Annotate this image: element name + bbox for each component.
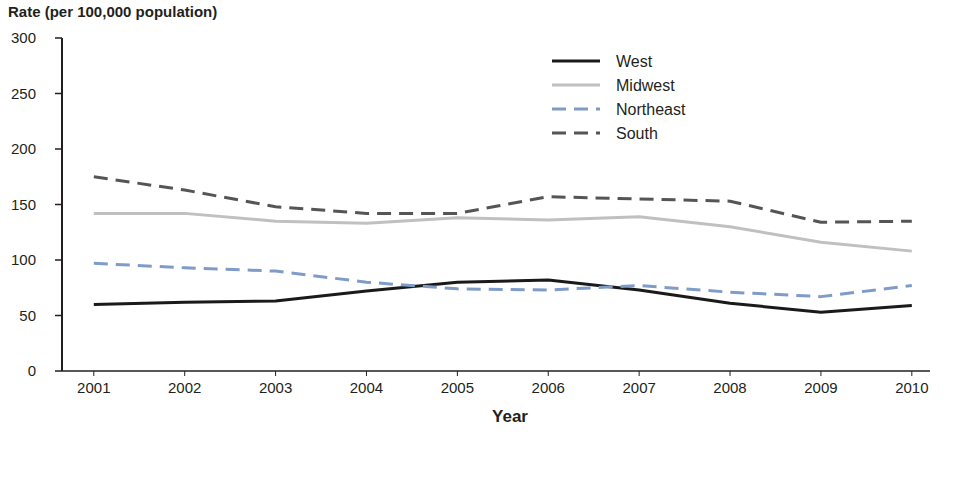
legend-swatch <box>552 108 600 111</box>
series-line <box>94 263 912 296</box>
legend-swatch <box>552 132 600 135</box>
y-tick <box>55 204 62 206</box>
legend-label: Northeast <box>616 101 686 118</box>
y-tick <box>55 93 62 95</box>
x-axis-line <box>62 370 930 372</box>
x-tick-label: 2009 <box>804 379 837 396</box>
series-line <box>94 280 912 312</box>
legend-label: West <box>616 53 653 70</box>
x-tick <box>820 371 821 376</box>
legend: West Midwest Northeast South <box>552 53 686 142</box>
x-tick-label: 2005 <box>441 379 474 396</box>
x-tick <box>911 371 912 376</box>
x-tick-label: 2001 <box>77 379 110 396</box>
x-tick-label: 2002 <box>168 379 201 396</box>
x-tick <box>275 371 276 376</box>
x-tick-label: 2007 <box>622 379 655 396</box>
y-tick <box>55 259 62 261</box>
y-tick <box>55 370 62 372</box>
legend-label: Midwest <box>616 77 675 94</box>
x-axis-label: Year <box>492 407 528 426</box>
y-tick <box>55 315 62 317</box>
y-tick <box>55 148 62 150</box>
y-tick <box>55 37 62 39</box>
x-tick <box>366 371 367 376</box>
x-tick <box>548 371 549 376</box>
x-tick-label: 2008 <box>713 379 746 396</box>
x-tick-label: 2004 <box>350 379 383 396</box>
y-tick-label: 250 <box>11 85 36 102</box>
x-tick-label: 2010 <box>895 379 928 396</box>
chart: Rate (per 100,000 population) 0 50 100 150 20… <box>0 0 960 489</box>
series-line <box>94 213 912 251</box>
series-group <box>94 177 912 312</box>
legend-swatch <box>552 60 600 63</box>
y-tick-label: 0 <box>28 362 36 379</box>
y-tick-label: 150 <box>11 196 36 213</box>
x-tick <box>184 371 185 376</box>
x-tick <box>457 371 458 376</box>
legend-label: South <box>616 125 658 142</box>
y-tick-label: 200 <box>11 140 36 157</box>
y-tick-label: 100 <box>11 251 36 268</box>
x-tick-label: 2003 <box>259 379 292 396</box>
series-line <box>94 177 912 223</box>
legend-swatch <box>552 84 600 87</box>
y-tick-label: 50 <box>19 307 36 324</box>
y-axis-label: Rate (per 100,000 population) <box>8 3 217 20</box>
y-tick-label: 300 <box>11 29 36 46</box>
x-tick <box>730 371 731 376</box>
x-tick <box>93 371 94 376</box>
x-tick <box>639 371 640 376</box>
x-tick-label: 2006 <box>532 379 565 396</box>
